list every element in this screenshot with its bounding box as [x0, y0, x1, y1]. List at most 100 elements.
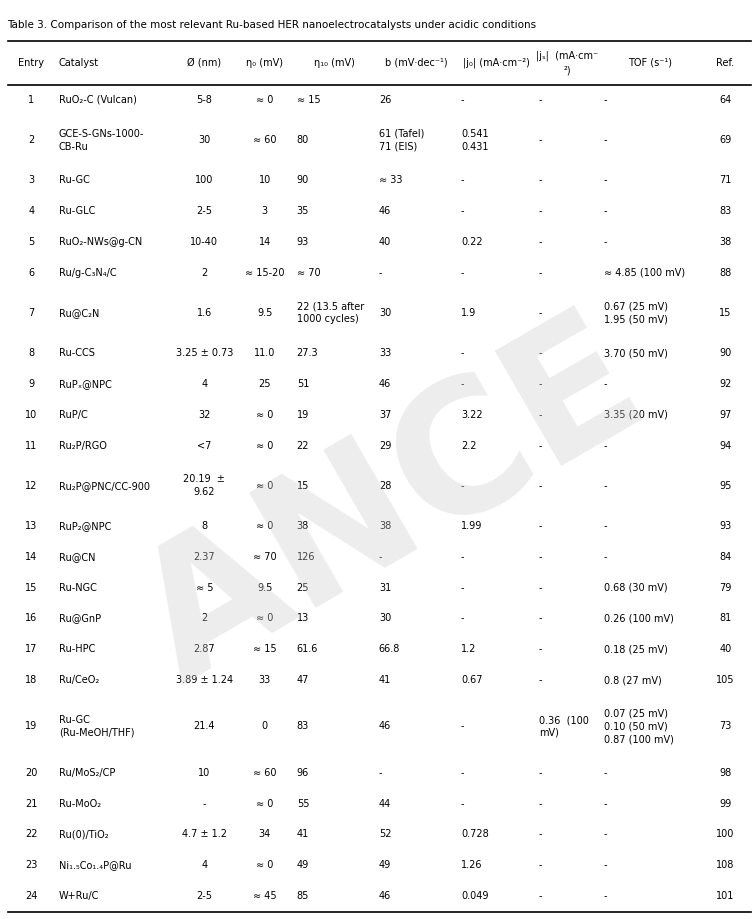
Text: 10: 10	[259, 176, 271, 186]
Text: 9.5: 9.5	[257, 308, 273, 318]
Text: -: -	[539, 206, 542, 216]
Text: 22 (13.5 after
1000 cycles): 22 (13.5 after 1000 cycles)	[297, 301, 364, 324]
Text: -: -	[539, 176, 542, 186]
Text: -: -	[604, 830, 607, 839]
Text: 34: 34	[259, 830, 271, 839]
Text: 1.99: 1.99	[461, 521, 482, 531]
Text: 69: 69	[720, 135, 732, 145]
Text: 46: 46	[379, 891, 391, 902]
Text: 64: 64	[720, 95, 732, 105]
Text: 0.728: 0.728	[461, 830, 488, 839]
Text: 2: 2	[201, 267, 208, 278]
Text: Ru@CN: Ru@CN	[59, 551, 95, 562]
Text: 14: 14	[25, 551, 38, 562]
Text: 17: 17	[25, 644, 38, 654]
Text: ≈ 33: ≈ 33	[379, 176, 402, 186]
Text: W+Ru/C: W+Ru/C	[59, 891, 99, 902]
Text: -: -	[539, 95, 542, 105]
Text: 18: 18	[25, 675, 38, 686]
Text: ≈ 0: ≈ 0	[256, 481, 273, 491]
Text: 1.6: 1.6	[196, 308, 212, 318]
Text: ≈ 45: ≈ 45	[253, 891, 276, 902]
Text: 52: 52	[379, 830, 391, 839]
Text: Ru-GC: Ru-GC	[59, 176, 90, 186]
Text: 15: 15	[297, 481, 309, 491]
Text: 90: 90	[720, 348, 732, 358]
Text: -: -	[539, 521, 542, 531]
Text: 19: 19	[297, 410, 309, 420]
Text: 55: 55	[297, 799, 310, 809]
Text: TOF (s⁻¹): TOF (s⁻¹)	[627, 58, 672, 68]
Text: -: -	[539, 830, 542, 839]
Text: 4: 4	[28, 206, 35, 216]
Text: 101: 101	[716, 891, 735, 902]
Text: ≈ 0: ≈ 0	[256, 614, 273, 623]
Text: -: -	[604, 860, 607, 870]
Text: 3.35 (20 mV): 3.35 (20 mV)	[604, 410, 667, 420]
Text: 22: 22	[297, 440, 310, 450]
Text: 37: 37	[379, 410, 391, 420]
Text: 73: 73	[719, 721, 732, 732]
Text: ≈ 60: ≈ 60	[253, 135, 276, 145]
Text: 81: 81	[720, 614, 732, 623]
Text: 0.68 (30 mV): 0.68 (30 mV)	[604, 583, 667, 593]
Text: -: -	[461, 799, 464, 809]
Text: 46: 46	[379, 206, 391, 216]
Text: 20: 20	[25, 767, 38, 777]
Text: 8: 8	[28, 348, 35, 358]
Text: -: -	[604, 521, 607, 531]
Text: ²): ²)	[564, 65, 572, 75]
Text: 3.25 ± 0.73: 3.25 ± 0.73	[176, 348, 233, 358]
Text: -: -	[539, 799, 542, 809]
Text: 95: 95	[719, 481, 732, 491]
Text: -: -	[461, 767, 464, 777]
Text: -: -	[202, 799, 206, 809]
Text: 4: 4	[202, 860, 208, 870]
Text: 30: 30	[379, 614, 391, 623]
Text: 49: 49	[297, 860, 309, 870]
Text: 12: 12	[25, 481, 38, 491]
Text: ≈ 15-20: ≈ 15-20	[245, 267, 285, 278]
Text: 41: 41	[297, 830, 309, 839]
Text: Ru₂P/RGO: Ru₂P/RGO	[59, 440, 106, 450]
Text: -: -	[604, 767, 607, 777]
Text: |jₛ|  (mA·cm⁻: |jₛ| (mA·cm⁻	[536, 51, 599, 61]
Text: 14: 14	[259, 237, 271, 247]
Text: 26: 26	[379, 95, 391, 105]
Text: b (mV·dec⁻¹): b (mV·dec⁻¹)	[385, 58, 448, 68]
Text: 29: 29	[379, 440, 391, 450]
Text: ≈ 0: ≈ 0	[256, 521, 273, 531]
Text: -: -	[604, 237, 607, 247]
Text: 11: 11	[25, 440, 38, 450]
Text: -: -	[539, 379, 542, 389]
Text: ≈ 0: ≈ 0	[256, 860, 273, 870]
Text: 97: 97	[719, 410, 732, 420]
Text: 71: 71	[719, 176, 732, 186]
Text: -: -	[461, 721, 464, 732]
Text: 2-5: 2-5	[196, 206, 212, 216]
Text: 33: 33	[379, 348, 391, 358]
Text: 3.89 ± 1.24: 3.89 ± 1.24	[176, 675, 233, 686]
Text: Ru-GC
(Ru-MeOH/THF): Ru-GC (Ru-MeOH/THF)	[59, 715, 134, 738]
Text: 2: 2	[28, 135, 35, 145]
Text: ≈ 4.85 (100 mV): ≈ 4.85 (100 mV)	[604, 267, 685, 278]
Text: -: -	[539, 767, 542, 777]
Text: 10: 10	[25, 410, 38, 420]
Text: RuP₂@NPC: RuP₂@NPC	[59, 521, 111, 531]
Text: 31: 31	[379, 583, 391, 593]
Text: -: -	[604, 440, 607, 450]
Text: 51: 51	[297, 379, 309, 389]
Text: 6: 6	[28, 267, 35, 278]
Text: 96: 96	[297, 767, 309, 777]
Text: ≈ 0: ≈ 0	[256, 95, 273, 105]
Text: RuO₂-C (Vulcan): RuO₂-C (Vulcan)	[59, 95, 137, 105]
Text: 0.67: 0.67	[461, 675, 482, 686]
Text: |j₀| (mA·cm⁻²): |j₀| (mA·cm⁻²)	[463, 58, 529, 68]
Text: -: -	[539, 583, 542, 593]
Text: ANCE: ANCE	[112, 292, 673, 719]
Text: 38: 38	[379, 521, 391, 531]
Text: 105: 105	[716, 675, 735, 686]
Text: -: -	[604, 176, 607, 186]
Text: 3.70 (50 mV): 3.70 (50 mV)	[604, 348, 667, 358]
Text: 30: 30	[379, 308, 391, 318]
